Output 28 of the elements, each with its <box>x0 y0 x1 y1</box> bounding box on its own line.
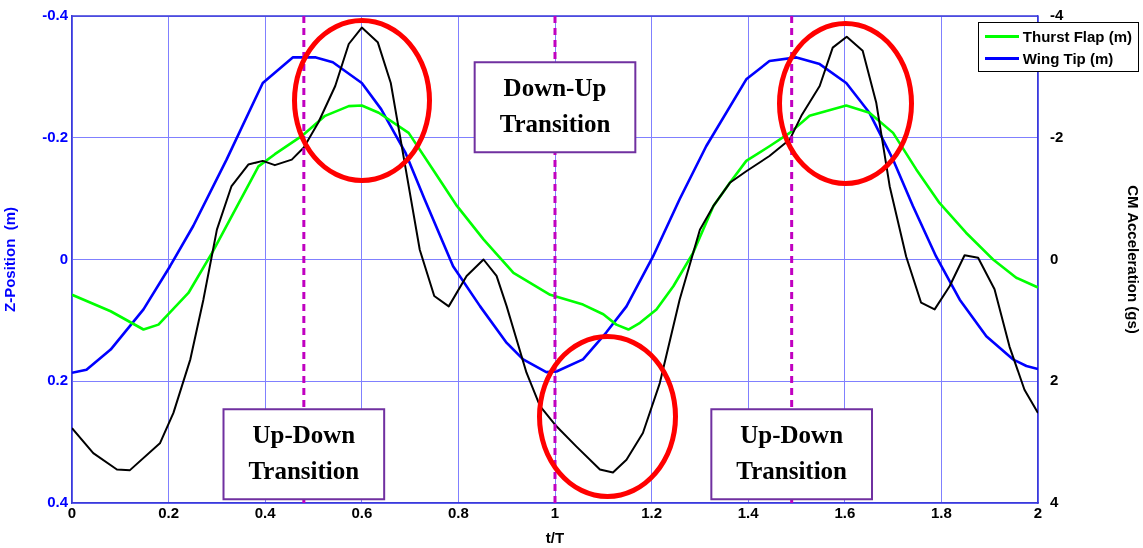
y-tick-label: 0.2 <box>47 371 68 389</box>
x-tick-label: 0.8 <box>447 504 469 522</box>
annotation: Up-Down Transition <box>248 420 360 484</box>
x-axis-title: t/T <box>545 529 565 547</box>
y-tick-label: 0.4 <box>47 493 69 511</box>
x-tick-label: 0.6 <box>351 504 373 522</box>
y2-tick-label: 2 <box>1050 371 1059 389</box>
x-tick-label: 1.4 <box>737 504 760 522</box>
x-tick-label: 1 <box>550 504 560 522</box>
x-tick-label: 1.6 <box>834 504 856 522</box>
x-tick-label: 2 <box>1033 504 1043 522</box>
y2-tick-label: -2 <box>1050 127 1064 145</box>
annotation: Down-Up Transition <box>499 73 611 137</box>
y2-tick-label: -4 <box>1050 6 1064 24</box>
annotation: Up-Down Transition <box>736 420 848 484</box>
y-axis-title: Z-Position (m) <box>1 207 19 312</box>
y-tick-label: -0.4 <box>42 6 69 24</box>
y-tick-label: 0 <box>59 249 68 267</box>
y2-axis-title: CM Acceleration (gs) <box>1124 185 1142 334</box>
y2-tick-label: 4 <box>1050 493 1059 511</box>
x-tick-label: 1.8 <box>930 504 952 522</box>
legend-label: Thurst Flap (m) <box>1022 27 1132 45</box>
x-tick-label: 1.2 <box>641 504 663 522</box>
y2-tick-label: 0 <box>1050 249 1059 267</box>
x-tick-label: 0.2 <box>158 504 180 522</box>
y-tick-label: -0.2 <box>42 127 68 145</box>
x-tick-label: 0.4 <box>254 504 277 522</box>
legend-label: Wing Tip (m) <box>1022 49 1114 67</box>
